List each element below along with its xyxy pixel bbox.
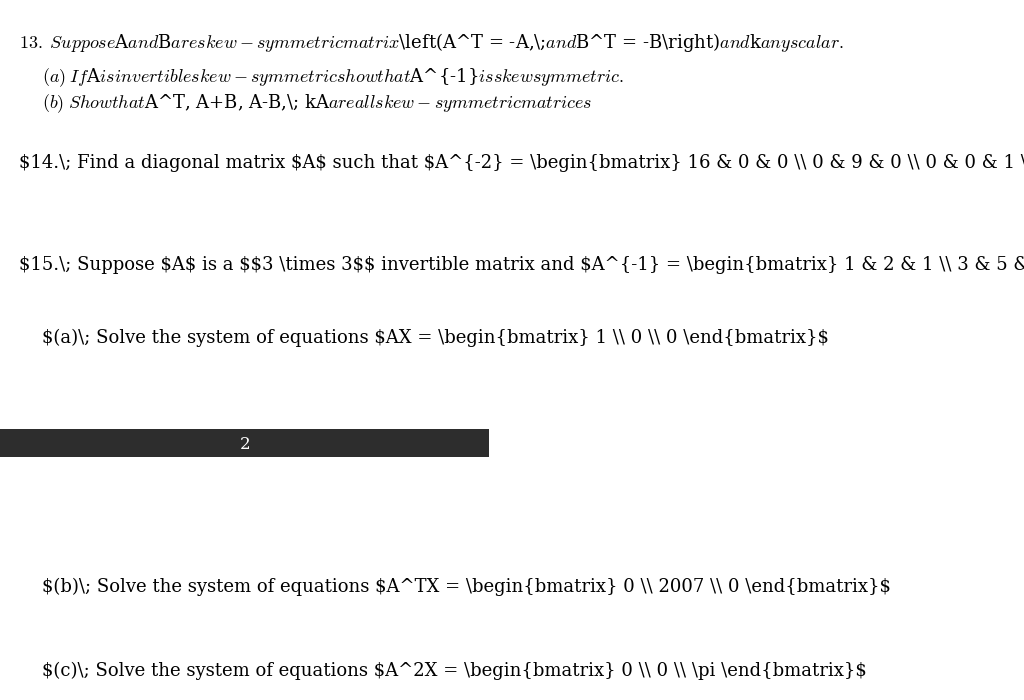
Text: $15.\; Suppose $A$ is a $$3 \times 3$$ invertible matrix and $A^{-1} = \begin{bm: $15.\; Suppose $A$ is a $$3 \times 3$$ i… — [18, 256, 1024, 274]
Text: 2: 2 — [240, 436, 250, 453]
Text: $(b)\; Show that $A^T, A+B, A-B,\; kA$ are all skew-symmetric matrices$: $(b)\; Show that $A^T, A+B, A-B,\; kA$ a… — [42, 92, 592, 115]
Text: $(a)\; Solve the system of equations $AX = \begin{bmatrix} 1 \\ 0 \\ 0 \end{bmat: $(a)\; Solve the system of equations $AX… — [42, 329, 828, 347]
Text: $13.\; Suppose $A$ and $B$ are skew-symmetric matrix $\left(A^T = -A,\;$ and $B^: $13.\; Suppose $A$ and $B$ are skew-symm… — [18, 32, 844, 55]
Text: $14.\; Find a diagonal matrix $A$ such that $A^{-2} = \begin{bmatrix} 16 & 0 & 0: $14.\; Find a diagonal matrix $A$ such t… — [18, 154, 1024, 172]
Text: $(b)\; Solve the system of equations $A^TX = \begin{bmatrix} 0 \\ 2007 \\ 0 \end: $(b)\; Solve the system of equations $A^… — [42, 578, 891, 596]
Text: $(c)\; Solve the system of equations $A^2X = \begin{bmatrix} 0 \\ 0 \\ \pi \end{: $(c)\; Solve the system of equations $A^… — [42, 662, 866, 680]
Bar — [0, 429, 489, 457]
Text: $(a)\; If $A$ is invertible skew-symmetric show that $A^{-1}$ is skew symmetric.: $(a)\; If $A$ is invertible skew-symmetr… — [42, 66, 624, 89]
